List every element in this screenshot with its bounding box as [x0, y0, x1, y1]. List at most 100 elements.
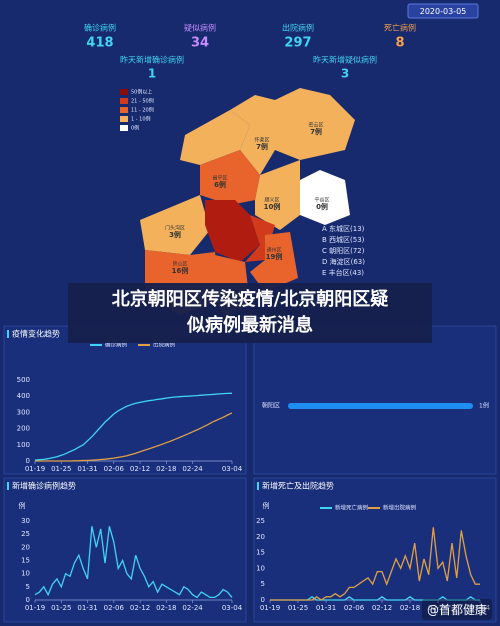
region — [300, 170, 350, 225]
new-stat-label: 昨天新增确诊病例 — [120, 55, 184, 65]
region-name: 昌平区 — [212, 176, 227, 182]
title-marker — [257, 482, 259, 490]
panel — [3, 325, 247, 475]
region-name: 顺义区 — [264, 198, 279, 204]
line-series — [34, 392, 233, 461]
overlay-title: 似病例最新消息 — [187, 315, 313, 336]
x-tick-label: 02-18 — [156, 465, 176, 473]
y-tick-label: 15 — [21, 557, 30, 565]
legend-swatch — [120, 98, 128, 104]
x-tick-label: 02-12 — [130, 604, 150, 612]
line-series — [34, 526, 233, 599]
stat-label: 疑似病例 — [184, 23, 216, 33]
x-tick-label: 01-31 — [77, 604, 97, 612]
region-count: 19例 — [266, 252, 283, 261]
region-count: 0例 — [316, 202, 328, 211]
legend-label: 21 - 50例 — [131, 98, 154, 105]
y-tick-label: 200 — [17, 425, 30, 433]
y-tick-label: 100 — [17, 441, 30, 449]
region-name: 平谷区 — [314, 197, 329, 204]
y-tick-label: 15 — [256, 549, 265, 557]
y-tick-label: 25 — [256, 517, 265, 525]
x-tick-label: 01-19 — [25, 465, 45, 473]
y-tick-label: 20 — [21, 543, 30, 551]
date: 2020-03-05 — [420, 7, 467, 16]
legend-label: 确诊病例 — [105, 341, 128, 349]
panel — [253, 477, 497, 623]
stat-value: 297 — [284, 36, 311, 51]
x-tick-label: 01-31 — [77, 465, 97, 473]
region-count: 10例 — [264, 202, 281, 211]
x-tick-label: 02-12 — [372, 604, 392, 612]
region-name: 房山区 — [172, 261, 187, 268]
date-box — [407, 3, 479, 19]
title-marker — [7, 482, 9, 490]
region-name: 密云区 — [308, 122, 323, 129]
x-tick-label: 03-04 — [222, 465, 243, 473]
x-tick-label: 03-04 — [222, 604, 243, 612]
district-item: D 海淀区(63) — [322, 257, 365, 266]
legend-label: 出院病例 — [153, 341, 176, 349]
watermark: @首都健康 — [421, 599, 492, 620]
region-name: 怀柔区 — [254, 137, 269, 144]
panel — [3, 477, 247, 623]
region-count: 6例 — [214, 180, 226, 189]
y-axis-label: 例 — [19, 501, 26, 510]
y-tick-label: 30 — [21, 517, 30, 525]
x-tick-label: 02-24 — [428, 604, 449, 612]
region — [205, 200, 260, 262]
stat-label: 死亡病例 — [384, 23, 416, 33]
line-series — [270, 527, 480, 601]
line-series — [35, 412, 233, 462]
x-tick-label: 01-25 — [51, 604, 71, 612]
region — [250, 232, 298, 292]
y-tick-label: 5 — [26, 583, 30, 591]
x-tick-label: 02-06 — [344, 604, 365, 612]
y-tick-label: 500 — [17, 376, 30, 384]
panel — [253, 325, 497, 475]
x-tick-label: 02-06 — [104, 465, 125, 473]
chart-title: 新增死亡及出院趋势 — [262, 481, 334, 491]
x-tick-label: 02-24 — [182, 465, 203, 473]
legend-label: 11 - 20例 — [131, 107, 154, 114]
region — [255, 160, 300, 230]
new-stat-value: 1 — [148, 67, 156, 81]
x-tick-label: 03-04 — [470, 604, 491, 612]
y-axis-label: 例 — [263, 501, 270, 510]
bar-category: 朝阳区 — [262, 402, 280, 410]
region — [200, 150, 260, 205]
y-tick-label: 300 — [17, 408, 30, 416]
y-tick-label: 0 — [26, 457, 30, 465]
bar — [288, 403, 473, 409]
legend-swatch — [120, 125, 128, 131]
district-item: C 朝阳区(72) — [322, 246, 365, 255]
legend-label: 新增出院病例 — [383, 504, 417, 512]
x-tick-label: 01-25 — [51, 465, 71, 473]
x-tick-label: 02-06 — [104, 604, 125, 612]
overlay-title: 北京朝阳区传染疫情/北京朝阳区疑 — [111, 289, 389, 310]
y-tick-label: 10 — [21, 570, 30, 578]
legend-label: 50例以上 — [131, 89, 152, 96]
x-tick-label: 02-24 — [182, 604, 203, 612]
x-tick-label: 01-19 — [25, 604, 45, 612]
stat-value: 34 — [191, 36, 209, 51]
new-stat-label: 昨天新增疑似病例 — [313, 55, 377, 65]
region-count: 7例 — [310, 127, 322, 136]
legend-swatch — [120, 107, 128, 113]
region — [140, 195, 210, 255]
region — [180, 110, 250, 165]
x-tick-label: 01-31 — [316, 604, 336, 612]
legend-swatch — [120, 89, 128, 95]
x-tick-label: 02-18 — [156, 604, 176, 612]
x-tick-label: 02-12 — [130, 465, 150, 473]
legend-label: 新增死亡病例 — [335, 504, 369, 512]
district-item: A 东城区(13) — [322, 224, 365, 233]
region — [230, 95, 275, 175]
y-tick-label: 25 — [21, 530, 30, 538]
region-count: 7例 — [256, 142, 268, 151]
stat-label: 确诊病例 — [84, 23, 116, 33]
region-count: 16例 — [172, 266, 189, 275]
district-item: B 西城区(53) — [322, 236, 365, 244]
region-name: 通州区 — [266, 247, 281, 254]
